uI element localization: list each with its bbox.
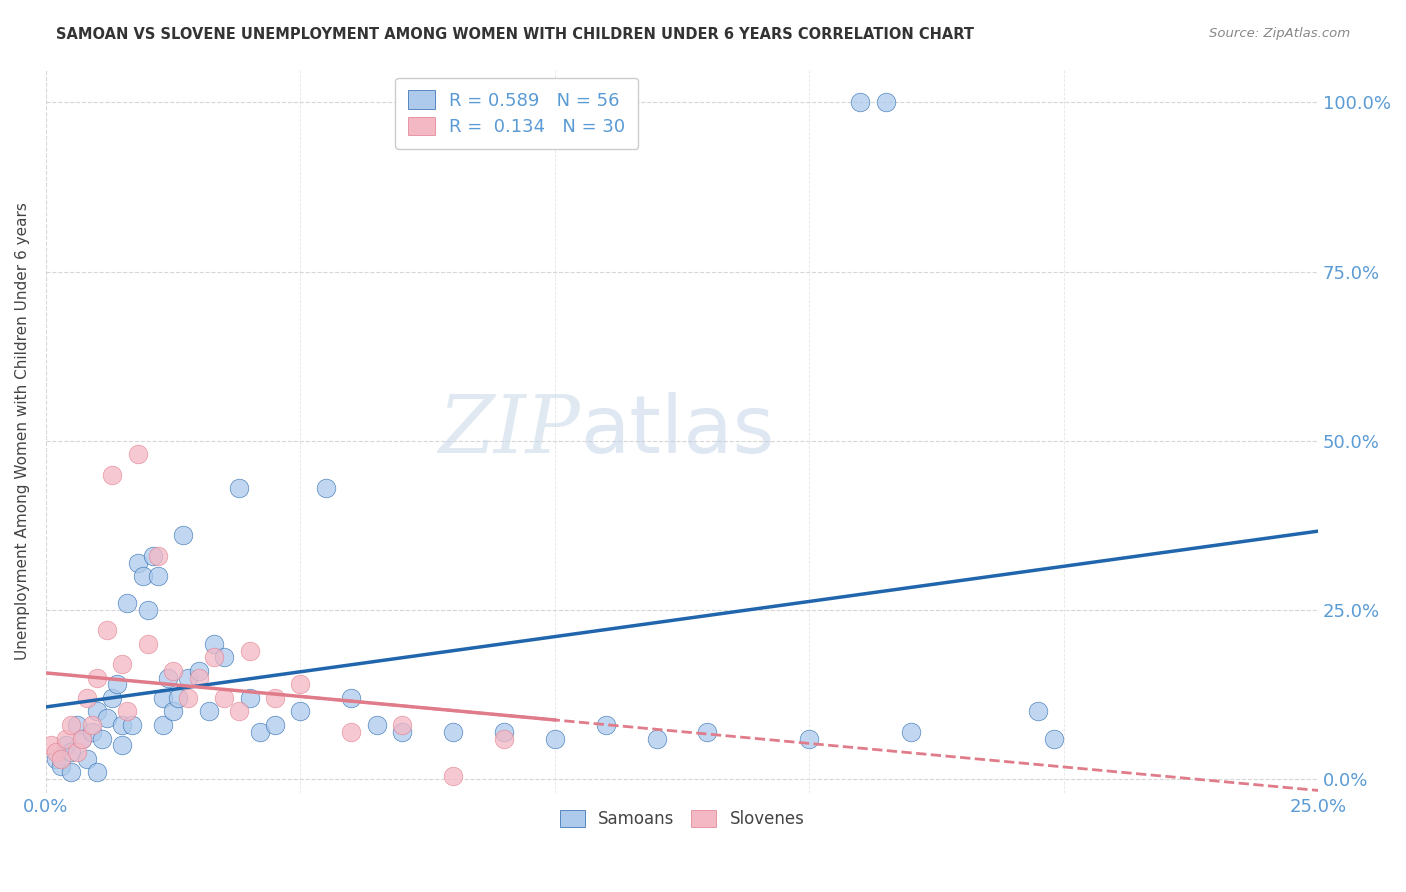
Point <box>875 95 897 110</box>
Point <box>696 724 718 739</box>
Point <box>65 745 87 759</box>
Point <box>238 690 260 705</box>
Point <box>146 569 169 583</box>
Point <box>91 731 114 746</box>
Point <box>51 752 73 766</box>
Point <box>117 705 139 719</box>
Point <box>340 724 363 739</box>
Point <box>105 677 128 691</box>
Point <box>96 624 118 638</box>
Point <box>441 724 464 739</box>
Point <box>96 711 118 725</box>
Point <box>290 677 312 691</box>
Point <box>249 724 271 739</box>
Point <box>645 731 668 746</box>
Point <box>202 650 225 665</box>
Point <box>131 569 153 583</box>
Text: Source: ZipAtlas.com: Source: ZipAtlas.com <box>1209 27 1350 40</box>
Point <box>86 705 108 719</box>
Text: ZIP: ZIP <box>439 392 581 469</box>
Point <box>146 549 169 563</box>
Point <box>849 95 872 110</box>
Point <box>167 690 190 705</box>
Point <box>111 657 134 671</box>
Point <box>117 596 139 610</box>
Point <box>39 739 62 753</box>
Point <box>595 718 617 732</box>
Point <box>70 731 93 746</box>
Point <box>86 671 108 685</box>
Point <box>900 724 922 739</box>
Point <box>101 467 124 482</box>
Point <box>198 705 221 719</box>
Point <box>60 745 83 759</box>
Point <box>172 528 194 542</box>
Point <box>441 769 464 783</box>
Point <box>60 718 83 732</box>
Point <box>121 718 143 732</box>
Y-axis label: Unemployment Among Women with Children Under 6 years: Unemployment Among Women with Children U… <box>15 202 30 659</box>
Point <box>111 718 134 732</box>
Point <box>228 705 250 719</box>
Point <box>264 718 287 732</box>
Point <box>799 731 821 746</box>
Point <box>80 718 103 732</box>
Point <box>1042 731 1064 746</box>
Point <box>65 718 87 732</box>
Point <box>127 556 149 570</box>
Point <box>366 718 388 732</box>
Point <box>80 724 103 739</box>
Point <box>45 745 67 759</box>
Point <box>228 481 250 495</box>
Point <box>76 690 98 705</box>
Point <box>1026 705 1049 719</box>
Point <box>187 671 209 685</box>
Point <box>45 752 67 766</box>
Point <box>177 671 200 685</box>
Point <box>70 731 93 746</box>
Point <box>238 643 260 657</box>
Point <box>177 690 200 705</box>
Point <box>340 690 363 705</box>
Point <box>136 603 159 617</box>
Point <box>136 637 159 651</box>
Text: SAMOAN VS SLOVENE UNEMPLOYMENT AMONG WOMEN WITH CHILDREN UNDER 6 YEARS CORRELATI: SAMOAN VS SLOVENE UNEMPLOYMENT AMONG WOM… <box>56 27 974 42</box>
Text: atlas: atlas <box>581 392 775 469</box>
Point <box>152 690 174 705</box>
Point <box>391 724 413 739</box>
Point <box>111 739 134 753</box>
Point <box>76 752 98 766</box>
Point <box>544 731 567 746</box>
Point <box>187 664 209 678</box>
Point <box>162 705 184 719</box>
Point <box>51 758 73 772</box>
Point <box>101 690 124 705</box>
Point <box>212 690 235 705</box>
Point <box>391 718 413 732</box>
Point <box>315 481 337 495</box>
Point <box>152 718 174 732</box>
Legend: Samoans, Slovenes: Samoans, Slovenes <box>553 804 811 835</box>
Point <box>290 705 312 719</box>
Point <box>492 724 515 739</box>
Point <box>86 765 108 780</box>
Point <box>142 549 165 563</box>
Point <box>127 447 149 461</box>
Point <box>264 690 287 705</box>
Point <box>55 731 77 746</box>
Point <box>157 671 180 685</box>
Point <box>492 731 515 746</box>
Point <box>55 739 77 753</box>
Point <box>202 637 225 651</box>
Point <box>212 650 235 665</box>
Point <box>60 765 83 780</box>
Point <box>162 664 184 678</box>
